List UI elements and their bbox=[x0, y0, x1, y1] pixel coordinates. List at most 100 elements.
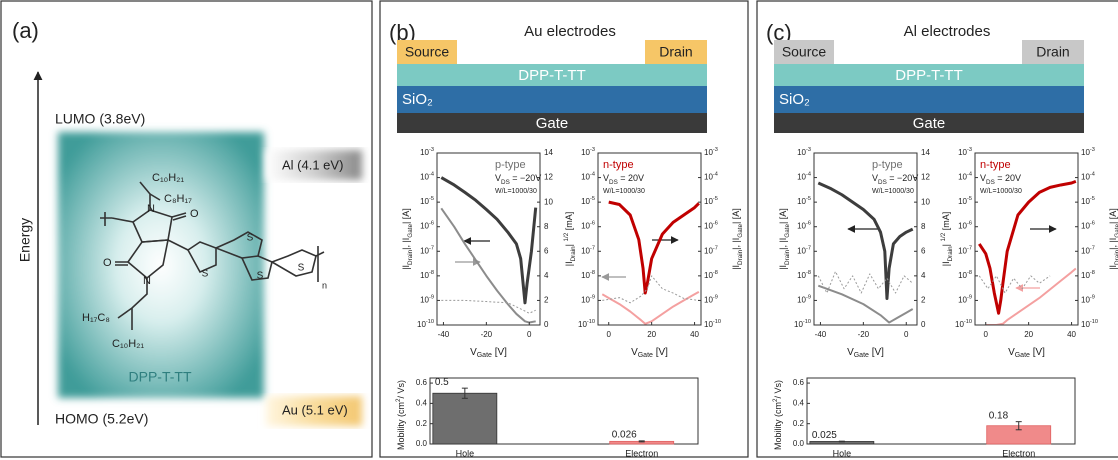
text-part: |I bbox=[564, 261, 574, 266]
lumo-label: LUMO (3.8eV) bbox=[55, 111, 145, 127]
text-part: 10 bbox=[581, 271, 590, 280]
text-part: -8 bbox=[590, 270, 595, 276]
plot-frame bbox=[813, 152, 918, 326]
text-part: 10 bbox=[1081, 320, 1090, 329]
drain-label: Drain bbox=[659, 44, 692, 60]
value-label: 0.18 bbox=[989, 410, 1009, 421]
text-part: Drain bbox=[784, 249, 791, 265]
repeat-unit: n bbox=[322, 280, 327, 290]
molecule bbox=[100, 181, 325, 330]
y-tick-label: 10-5 bbox=[704, 197, 718, 207]
y2-tick-label: 6 bbox=[544, 246, 549, 255]
x-axis-label: VGate [V] bbox=[631, 347, 668, 360]
curve bbox=[441, 299, 536, 314]
text-part: 10 bbox=[417, 320, 426, 329]
y-tick-label: 10-8 bbox=[704, 270, 718, 280]
source-label: Source bbox=[782, 44, 827, 60]
y-tick-label: 10-4 bbox=[1081, 172, 1095, 182]
source-electrode bbox=[397, 40, 457, 64]
y-tick-label: 10-4 bbox=[581, 172, 595, 182]
category-label: Electron bbox=[625, 448, 658, 458]
y-tick-label: 10-8 bbox=[581, 270, 595, 280]
x-tick-label: 20 bbox=[647, 330, 656, 339]
text-part: [mA] bbox=[564, 212, 574, 233]
text-part: 1/2 bbox=[940, 232, 947, 241]
value-label: 0.026 bbox=[612, 429, 637, 440]
text-part: 10 bbox=[704, 296, 713, 305]
panel-title: Al electrodes bbox=[904, 23, 991, 40]
atom: S bbox=[247, 233, 254, 244]
text-part: -9 bbox=[590, 295, 595, 301]
text-part: |I bbox=[778, 265, 788, 270]
text-part: 10 bbox=[797, 246, 806, 255]
y2-tick-label: 14 bbox=[921, 148, 930, 157]
y-tick-label: 0.4 bbox=[416, 398, 428, 407]
plot-area bbox=[601, 200, 700, 325]
text-part: Drain bbox=[737, 249, 744, 265]
y-tick-label: 10-10 bbox=[794, 319, 811, 329]
curve bbox=[601, 290, 700, 325]
category-label: Hole bbox=[456, 448, 475, 458]
bias-label: VDS = −20V bbox=[872, 173, 918, 186]
text-part: -4 bbox=[806, 172, 811, 178]
value-label: 0.025 bbox=[812, 430, 837, 441]
y-tick-label: 10-3 bbox=[797, 147, 811, 157]
ratio-label: W/L=1000/30 bbox=[603, 188, 645, 195]
text-part: -4 bbox=[713, 172, 718, 178]
text-part: -8 bbox=[713, 270, 718, 276]
y-tick-label: 10-9 bbox=[797, 295, 811, 305]
y-tick-label: 10-4 bbox=[420, 172, 434, 182]
curve bbox=[985, 267, 1077, 325]
y-tick-label: 0.0 bbox=[416, 439, 428, 448]
text-part: 10 bbox=[958, 148, 967, 157]
text-part: V bbox=[980, 173, 986, 183]
x-tick-label: 0 bbox=[904, 330, 909, 339]
x-tick-label: 0 bbox=[607, 330, 612, 339]
panel-border bbox=[0, 0, 373, 458]
text-part: V bbox=[470, 347, 477, 358]
y-tick-label: 10-3 bbox=[1081, 147, 1095, 157]
text-part: -6 bbox=[590, 221, 595, 227]
text-part: 10 bbox=[794, 320, 803, 329]
homo-label: HOMO (5.2eV) bbox=[55, 411, 148, 427]
al-level bbox=[266, 150, 362, 180]
y2-tick-label: 8 bbox=[921, 222, 926, 231]
text-part: 1/2 bbox=[563, 232, 570, 241]
y-tick-label: 10-9 bbox=[958, 295, 972, 305]
mode-label: p-type bbox=[495, 159, 526, 171]
text-part: -7 bbox=[713, 246, 718, 252]
text-part: 10 bbox=[1081, 148, 1090, 157]
curve bbox=[608, 200, 700, 295]
plot-frame bbox=[429, 377, 699, 445]
bar bbox=[432, 392, 498, 445]
x-tick-label: 20 bbox=[1024, 330, 1033, 339]
text-part: Mobility (cm bbox=[396, 402, 406, 450]
text-part: Gate bbox=[784, 224, 791, 238]
y-tick-label: 10-4 bbox=[704, 172, 718, 182]
panel-title: Au electrodes bbox=[524, 23, 616, 40]
text-part: 10 bbox=[958, 271, 967, 280]
text-part: 10 bbox=[797, 296, 806, 305]
text-part: -6 bbox=[1090, 221, 1095, 227]
text-part: |, |I bbox=[778, 238, 788, 250]
y-tick-label: 10-5 bbox=[420, 197, 434, 207]
dielectric-layer bbox=[397, 86, 707, 113]
y-tick-label: 10-3 bbox=[420, 147, 434, 157]
text-part: [V] bbox=[653, 347, 668, 358]
text-part: -4 bbox=[429, 172, 434, 178]
dielectric-label: SiO₂ bbox=[779, 91, 810, 108]
text-part: 10 bbox=[581, 173, 590, 182]
y-tick-label: 10-10 bbox=[955, 319, 972, 329]
text-part: -7 bbox=[429, 246, 434, 252]
y2-tick-label: 6 bbox=[921, 246, 926, 255]
gate-label: Gate bbox=[913, 115, 946, 132]
x-axis-label: VGate [V] bbox=[847, 347, 884, 360]
atom: O bbox=[103, 257, 112, 269]
text-part: -3 bbox=[806, 147, 811, 153]
y2-tick-label: 8 bbox=[544, 222, 549, 231]
text-part: Drain bbox=[1114, 249, 1118, 265]
y-tick-label: 10-7 bbox=[958, 246, 972, 256]
text-part: 10 bbox=[704, 173, 713, 182]
